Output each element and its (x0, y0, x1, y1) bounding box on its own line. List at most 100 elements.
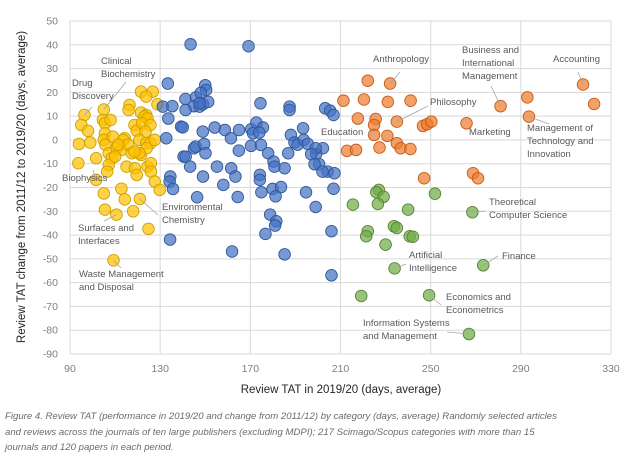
data-point (232, 123, 246, 137)
y-tick-label: 10 (46, 111, 58, 123)
data-point (98, 203, 112, 216)
annotation-label: Computer Science (489, 210, 567, 221)
figure-caption: Figure 4. Review TAT (performance in 201… (5, 409, 635, 456)
data-point (268, 160, 281, 173)
annotation: Artificial Intelligence (394, 250, 457, 274)
x-axis-title: Review TAT in 2019/20 (days, average) (240, 384, 442, 396)
annotation-label: Waste Management (79, 269, 164, 280)
leader-line (577, 71, 584, 85)
data-point (308, 157, 321, 171)
data-point (190, 191, 204, 204)
data-point (108, 150, 122, 163)
annotation-label: Technology and (527, 136, 594, 147)
annotation: Information Systems and Management (363, 318, 470, 342)
y-tick-label: 30 (46, 63, 58, 75)
annotation-label: Biophysics (62, 173, 108, 184)
data-point (371, 197, 385, 211)
data-point (224, 132, 238, 145)
annotation-label: International (462, 58, 514, 69)
annotation-label: Education (321, 127, 363, 138)
annotation: Accounting (553, 54, 600, 85)
data-point (166, 182, 180, 196)
data-point (142, 222, 155, 236)
leader-line (528, 116, 550, 125)
leader-line (472, 210, 487, 213)
data-point (521, 91, 534, 104)
x-tick-label: 210 (332, 363, 350, 375)
annotations: Clinical Biochemistry Drug Discovery Biophys… (62, 45, 600, 342)
annotation-label: Philosophy (430, 97, 477, 108)
data-point (217, 178, 230, 192)
y-tick-label: -90 (43, 349, 58, 361)
leader-line (389, 71, 401, 84)
data-point (160, 132, 173, 145)
annotation: Biophysics (62, 169, 108, 184)
y-tick-label: -80 (43, 325, 58, 337)
annotation: Management of Technology and Innovation (527, 116, 594, 160)
annotation-label: Marketing (469, 127, 511, 138)
annotation: Finance (482, 251, 536, 266)
data-point (176, 121, 189, 134)
data-point (268, 219, 282, 232)
data-point (183, 160, 197, 173)
data-point (89, 151, 103, 165)
data-point (210, 160, 224, 173)
annotation: Waste Management and Disposal (79, 260, 164, 293)
data-point (357, 93, 371, 106)
data-point (460, 117, 473, 130)
annotation-label: Environmental (162, 202, 223, 213)
data-point (351, 112, 365, 125)
data-point (111, 138, 125, 151)
annotation-label: Intelligence (409, 263, 457, 274)
leader-line (367, 133, 375, 136)
x-tick-label: 130 (151, 363, 169, 375)
annotation-label: Discovery (72, 91, 114, 102)
caption-line: Figure 4. Review TAT (performance in 201… (5, 411, 557, 422)
annotation: Clinical Biochemistry (101, 56, 156, 110)
data-point (274, 180, 288, 194)
y-tick-label: 20 (46, 87, 58, 99)
annotation-label: and Management (363, 331, 437, 342)
annotation-label: Drug (72, 78, 93, 89)
annotation-label: Business and (462, 45, 519, 56)
data-point (401, 203, 415, 216)
data-point (522, 110, 536, 123)
annotation-label: Economics and (446, 292, 511, 303)
data-point (325, 269, 338, 282)
data-point (349, 143, 363, 157)
annotation: Business and International Management (462, 45, 519, 107)
data-point (72, 156, 85, 170)
annotation-label: Management (462, 71, 518, 82)
data-point (193, 97, 206, 110)
data-point (72, 137, 86, 151)
y-tick-label: -10 (43, 158, 58, 170)
data-point (471, 171, 485, 185)
annotation: Surfaces and Interfaces (78, 214, 134, 247)
data-point (225, 245, 239, 258)
data-point (269, 190, 282, 203)
caption-line: and reviews across the journals of ten l… (5, 426, 535, 438)
data-point (84, 136, 97, 149)
data-point (253, 126, 266, 139)
data-point (296, 122, 310, 135)
y-tick-label: 40 (46, 39, 58, 51)
annotation-label: Innovation (527, 149, 571, 160)
data-point (163, 233, 177, 246)
data-point (118, 193, 132, 206)
x-tick-label: 290 (512, 363, 530, 375)
data-point (232, 144, 246, 157)
annotation: Philosophy (396, 97, 477, 122)
y-tick-label: 50 (46, 16, 58, 28)
data-point (404, 94, 417, 107)
y-tick-label: -20 (43, 182, 58, 194)
data-point (231, 190, 244, 204)
x-tick-label: 250 (422, 363, 440, 375)
data-point (208, 121, 221, 134)
annotation-label: Interfaces (78, 236, 120, 247)
data-point (162, 112, 175, 125)
annotation: Marketing (469, 127, 511, 138)
data-point (325, 225, 338, 238)
data-point (587, 97, 601, 111)
leader-line (446, 331, 470, 335)
